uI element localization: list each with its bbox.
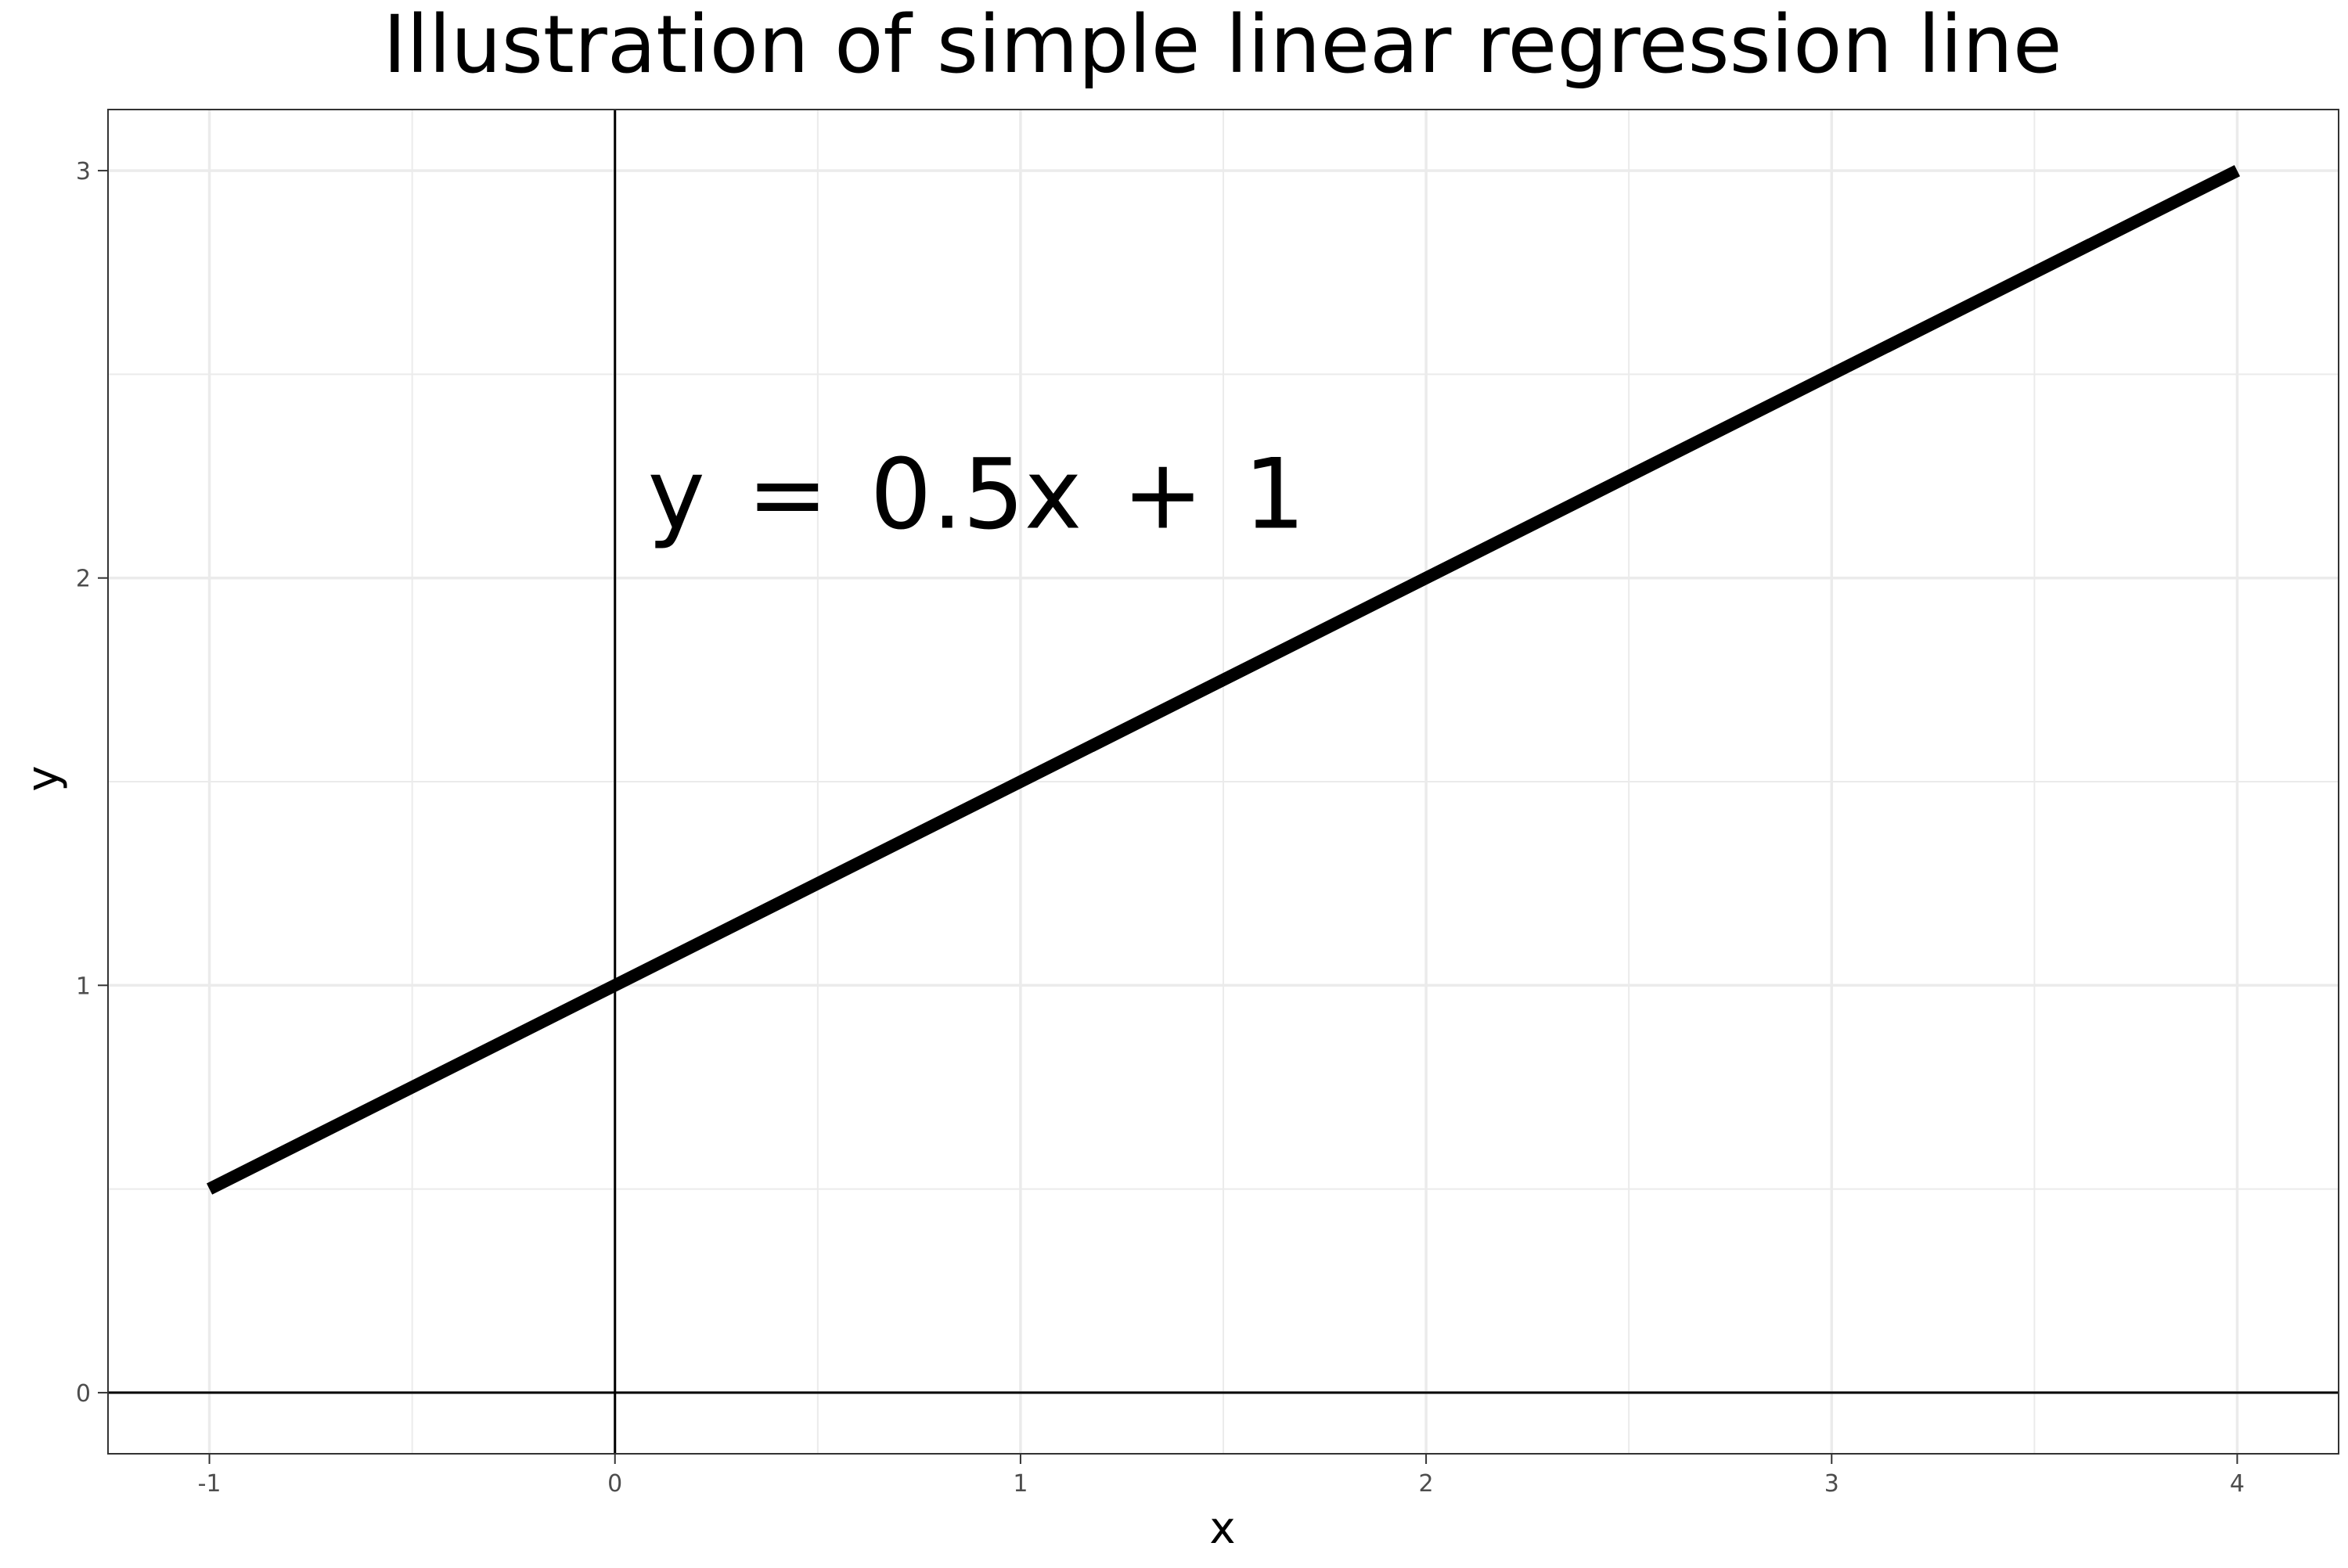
regression-line [206, 164, 2241, 1195]
y-tick-label: 0 [76, 1380, 91, 1408]
chart-title: Illustration of simple linear regression… [383, 0, 2062, 92]
x-tick-label: 4 [2230, 1470, 2245, 1498]
reference-lines [108, 110, 2339, 1454]
series-layer [206, 164, 2241, 1195]
x-axis-title: x [1209, 1503, 1235, 1554]
x-tick-label: 2 [1419, 1470, 1434, 1498]
y-tick-label: 1 [76, 973, 91, 1000]
equation-plus: + [1122, 439, 1204, 552]
x-tick-label: 0 [607, 1470, 622, 1498]
equation-coefficient: 0.5x [870, 439, 1082, 552]
ticks-layer: -1 0 1 2 3 4 0 1 2 3 [76, 158, 2245, 1498]
equation-y: y [648, 439, 705, 552]
x-tick-label: -1 [198, 1470, 221, 1498]
equation-annotation: y = 0.5x + 1 [648, 439, 1305, 552]
y-tick-label: 2 [76, 566, 91, 593]
equation-intercept: 1 [1244, 439, 1305, 552]
y-axis-title: y [18, 765, 69, 791]
x-tick-label: 3 [1824, 1470, 1839, 1498]
equation-equals: = [747, 439, 828, 552]
y-tick-label: 3 [76, 158, 91, 185]
x-tick-label: 1 [1013, 1470, 1028, 1498]
panel-border [107, 109, 2339, 1455]
